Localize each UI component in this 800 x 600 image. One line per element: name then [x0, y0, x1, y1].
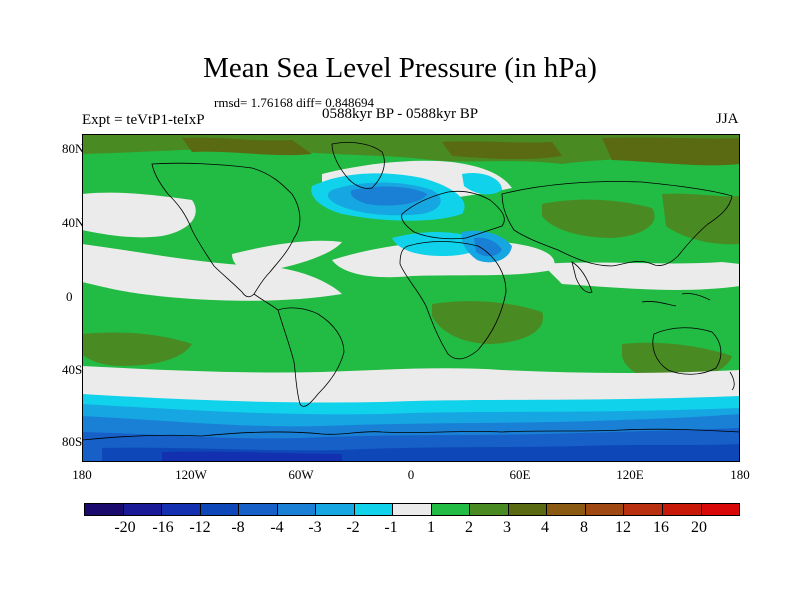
colorbar-label: 16 [653, 519, 669, 536]
australia-positive [622, 342, 732, 381]
stats-label: rmsd= 1.76168 diff= 0.848694 [214, 95, 374, 110]
colorbar-swatch [123, 504, 163, 515]
pacific-subtropical-neutral [82, 244, 342, 301]
period-label: 0588kyr BP - 0588kyr BP [322, 106, 479, 122]
east-asia-positive [662, 193, 740, 245]
arctic-olive-patch-2 [442, 141, 562, 160]
colorbar-swatch [508, 504, 548, 515]
southern-neutral-belt [82, 366, 740, 407]
colorbar-label: -20 [114, 519, 136, 536]
lon-tick-60w: 60W [288, 467, 314, 482]
coastlines [82, 142, 740, 441]
colorbar-label: -3 [308, 519, 322, 536]
colorbar-swatch [239, 504, 278, 515]
lon-tick-60e: 60E [509, 467, 531, 482]
colorbar-swatch [316, 504, 355, 515]
arctic-olive-patch [182, 137, 312, 156]
scandinavia-low [462, 172, 502, 195]
arctic-olive-patch-3 [602, 137, 740, 166]
map-title: Mean Sea Level Pressure (in hPa) [203, 52, 597, 84]
central-asia-positive [542, 199, 655, 238]
lon-tick-0: 0 [407, 467, 415, 482]
north-pacific-neutral [82, 192, 196, 238]
lon-tick-180e: 180 [730, 467, 750, 482]
colorbar-label: 3 [503, 519, 511, 536]
colorbar-label: 20 [691, 519, 707, 536]
lon-tick-120e: 120E [616, 467, 644, 482]
experiment-label: Expt = teVtP1-teIxP [82, 112, 205, 128]
antarctic-low-core-2 [162, 451, 342, 462]
arabia-low-core [474, 237, 502, 257]
colorbar-swatch [547, 504, 586, 515]
colorbar-label: -12 [189, 519, 211, 536]
lat-tick-40s: 40S [62, 362, 83, 377]
colorbar-swatch [624, 504, 663, 515]
lat-tick-80s: 80S [62, 434, 83, 449]
colorbar-label: 8 [580, 519, 588, 536]
colorbar-swatch [470, 504, 509, 515]
colorbar-swatch [701, 504, 740, 515]
colorbar-label: -4 [270, 519, 284, 536]
south-atlantic-positive [432, 301, 543, 344]
colorbar-label: 4 [541, 519, 549, 536]
colorbar-swatch [200, 504, 240, 515]
colorbar-label: -16 [152, 519, 174, 536]
south-pacific-positive [82, 332, 192, 366]
north-america-neutral [232, 240, 342, 272]
colorbar-swatch [585, 504, 625, 515]
colorbar-label: -2 [346, 519, 360, 536]
colorbar-label: 2 [465, 519, 473, 536]
colorbar-label: -1 [384, 519, 398, 536]
colorbar-swatch [354, 504, 394, 515]
colorbar-swatch [662, 504, 702, 515]
mediterranean-low [392, 232, 481, 256]
lon-tick-180w: 180 [72, 467, 92, 482]
pressure-anomaly-map [82, 134, 740, 462]
colorbar-swatch [85, 504, 124, 515]
lat-tick-80n: 80N [62, 141, 85, 156]
colorbar-swatch [431, 504, 471, 515]
colorbar-swatch [393, 504, 432, 515]
map-frame [82, 134, 740, 462]
colorbar-swatch [277, 504, 317, 515]
colorbar [84, 503, 740, 516]
north-atlantic-low-core [350, 186, 427, 206]
season-label: JJA [716, 111, 739, 127]
colorbar-label: 1 [427, 519, 435, 536]
colorbar-swatch [162, 504, 201, 515]
asia-subtropical-neutral [542, 262, 740, 290]
lon-tick-120w: 120W [175, 467, 207, 482]
colorbar-label: 12 [615, 519, 631, 536]
lat-tick-40n: 40N [62, 215, 85, 230]
colorbar-label: -8 [231, 519, 245, 536]
lat-tick-0: 0 [66, 289, 73, 304]
